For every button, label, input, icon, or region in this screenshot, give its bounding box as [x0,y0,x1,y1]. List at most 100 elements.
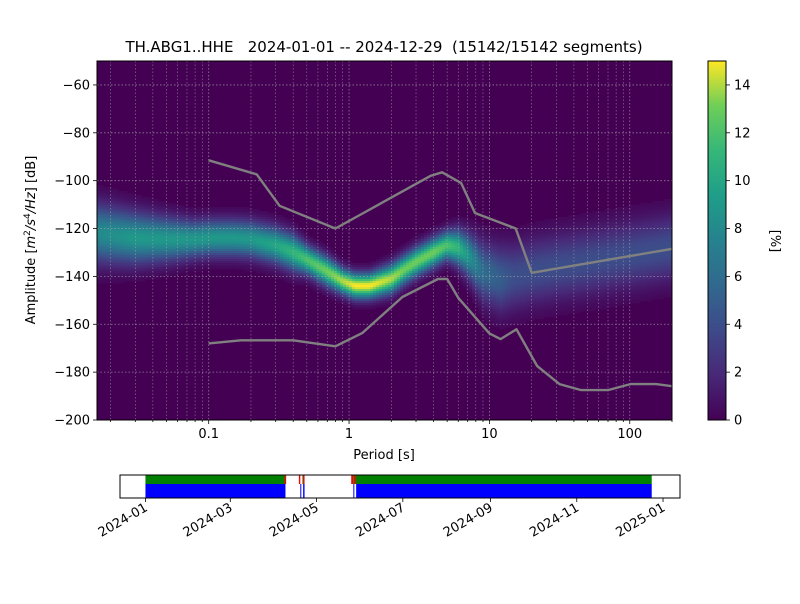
heatmap-cell [262,237,266,240]
heatmap-cell [106,253,110,256]
heatmap-cell [286,253,290,256]
heatmap-cell [127,203,131,206]
heatmap-cell [430,249,434,252]
heatmap-cell [142,237,146,240]
heatmap-cell [172,243,176,246]
heatmap-cell [511,229,515,232]
heatmap-cell [418,267,422,270]
heatmap-cell [481,233,485,236]
heatmap-cell [409,285,413,288]
heatmap-cell [232,255,236,258]
heatmap-cell [403,257,407,260]
heatmap-cell [160,273,164,276]
heatmap-cell [244,233,248,236]
heatmap-cell [511,323,515,326]
heatmap-cell [223,223,227,226]
heatmap-cell [97,193,101,196]
heatmap-cell [289,271,293,274]
heatmap-cell [493,309,497,312]
heatmap-cell [334,259,338,262]
heatmap-cell [367,269,371,272]
heatmap-cell [511,301,515,304]
heatmap-cell [460,277,464,280]
heatmap-cell [460,255,464,258]
heatmap-cell [475,237,479,240]
heatmap-cell [253,217,257,220]
heatmap-cell [211,215,215,218]
heatmap-cell [472,243,476,246]
heatmap-cell [391,263,395,266]
heatmap-cell [259,221,263,224]
heatmap-cell [142,241,146,244]
heatmap-cell [211,213,215,216]
heatmap-cell [523,321,527,324]
heatmap-cell [439,233,443,236]
heatmap-cell [436,261,440,264]
heatmap-cell [301,267,305,270]
heatmap-cell [205,209,209,212]
heatmap-cell [385,261,389,264]
heatmap-cell [532,299,536,302]
heatmap-cell [136,223,140,226]
heatmap-cell [364,307,368,310]
heatmap-cell [253,259,257,262]
heatmap-cell [100,217,104,220]
heatmap-cell [508,227,512,230]
heatmap-cell [199,249,203,252]
heatmap-cell [349,287,353,290]
heatmap-cell [418,255,422,258]
heatmap-cell [343,265,347,268]
heatmap-cell [460,271,464,274]
heatmap-cell [211,259,215,262]
heatmap-cell [250,225,254,228]
heatmap-cell [448,265,452,268]
heatmap-cell [316,273,320,276]
heatmap-cell [295,279,299,282]
heatmap-cell [172,223,176,226]
heatmap-cell [142,247,146,250]
heatmap-cell [478,289,482,292]
heatmap-cell [280,255,284,258]
heatmap-cell [319,267,323,270]
heatmap-cell [166,215,170,218]
heatmap-cell [376,305,380,308]
heatmap-cell [229,239,233,242]
heatmap-cell [502,293,506,296]
heatmap-cell [472,259,476,262]
heatmap-cell [193,221,197,224]
heatmap-cell [490,245,494,248]
heatmap-cell [139,257,143,260]
heatmap-cell [493,289,497,292]
heatmap-cell [529,263,533,266]
heatmap-cell [118,265,122,268]
heatmap-cell [442,267,446,270]
heatmap-cell [124,201,128,204]
heatmap-cell [472,257,476,260]
heatmap-cell [442,251,446,254]
heatmap-cell [286,263,290,266]
heatmap-cell [442,237,446,240]
heatmap-cell [127,265,131,268]
heatmap-cell [202,229,206,232]
heatmap-cell [493,299,497,302]
heatmap-cell [478,303,482,306]
heatmap-cell [217,227,221,230]
heatmap-cell [370,307,374,310]
heatmap-cell [397,257,401,260]
heatmap-cell [511,241,515,244]
heatmap-cell [493,325,497,328]
heatmap-cell [301,261,305,264]
heatmap-cell [208,223,212,226]
heatmap-cell [472,249,476,252]
heatmap-cell [235,213,239,216]
heatmap-cell [307,263,311,266]
heatmap-cell [514,243,518,246]
heatmap-cell [220,261,224,264]
heatmap-cell [328,247,332,250]
heatmap-cell [118,279,122,282]
heatmap-cell [337,295,341,298]
heatmap-cell [511,257,515,260]
heatmap-cell [358,265,362,268]
heatmap-cell [403,285,407,288]
